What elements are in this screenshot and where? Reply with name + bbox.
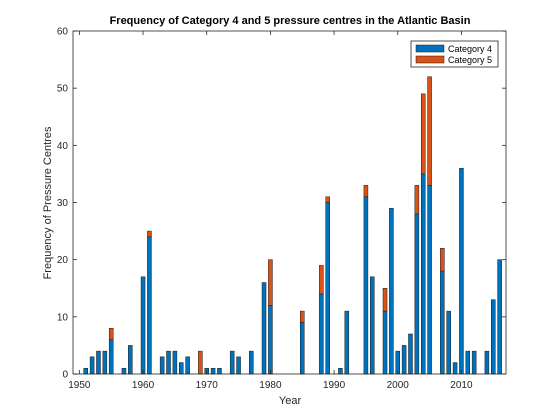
bar-cat4-2015 <box>491 299 496 375</box>
bar-cat4-2012 <box>471 350 477 375</box>
bar-cat4-2003 <box>414 213 420 375</box>
chart-title: Frequency of Category 4 and 5 pressure c… <box>110 15 471 27</box>
bar-cat4-1977 <box>249 350 254 375</box>
bar-cat4-1989 <box>325 202 330 375</box>
y-tick-label: 20 <box>57 255 69 266</box>
x-axis: 1950 1960 1970 1980 1990 2000 2010 <box>68 31 473 391</box>
bar-cat4-1951 <box>83 368 88 375</box>
y-tick-label: 60 <box>57 27 69 38</box>
bar-cat5-2007 <box>440 247 445 272</box>
y-tick-label: 50 <box>57 84 69 95</box>
bar-cat4-1960 <box>140 276 146 375</box>
bar-cat5-2005 <box>427 76 432 186</box>
bar-cat4-1991 <box>338 368 343 375</box>
bar-cat4-2001 <box>401 345 407 375</box>
bar-cat4-1966 <box>179 362 184 375</box>
bar-cat5-1969 <box>198 350 203 375</box>
bar-cat4-1999 <box>389 207 394 375</box>
bar-cat5-1995 <box>363 185 369 198</box>
y-tick-label: 30 <box>57 198 69 209</box>
bar-cat5-2003 <box>414 185 420 215</box>
y-axis-label: Frequency of Pressure Centres <box>42 126 54 279</box>
bar-cat4-2011 <box>465 350 471 375</box>
bar-cat4-2016 <box>497 259 502 375</box>
bar-cat4-2008 <box>446 310 451 375</box>
bar-cat4-1979 <box>261 282 267 375</box>
bar-cat4-1963 <box>159 356 165 375</box>
bar-cat4-1996 <box>370 276 375 375</box>
bar-cat4-1995 <box>363 196 369 375</box>
x-tick-label: 2010 <box>450 380 473 391</box>
bar-cat4-1974 <box>229 350 235 375</box>
bar-cat4-2005 <box>427 185 432 375</box>
y-tick-label: 10 <box>57 312 69 323</box>
legend-label-cat5: Category 5 <box>448 55 492 65</box>
bar-cat4-1955 <box>108 339 114 375</box>
bar-cat4-1967 <box>185 356 190 375</box>
bar-cat5-2004 <box>420 93 426 175</box>
bar-cat4-1952 <box>89 356 95 375</box>
legend-label-cat4: Category 4 <box>448 44 492 54</box>
bar-cat4-1985 <box>299 322 305 375</box>
bar-cat4-1964 <box>166 350 171 375</box>
bar-cat4-2009 <box>452 362 458 375</box>
bar-cat4-1972 <box>217 368 222 375</box>
bar-cat4-1957 <box>121 368 127 375</box>
bar-cat4-1980 <box>268 305 273 375</box>
bar-cat4-2007 <box>440 270 445 375</box>
bar-cat4-1992 <box>344 310 350 375</box>
y-tick-label: 0 <box>62 370 68 381</box>
x-tick-label: 1950 <box>68 380 91 391</box>
bar-cat5-1961 <box>147 230 152 238</box>
y-tick-label: 40 <box>57 141 69 152</box>
x-axis-label: Year <box>279 395 302 407</box>
bar-cat4-1998 <box>382 310 388 375</box>
bar-cat5-1989 <box>325 196 330 203</box>
legend-swatch-cat5 <box>415 55 445 64</box>
bar-cat5-1988 <box>319 265 324 295</box>
bar-cat4-2004 <box>420 173 426 375</box>
x-tick-label: 1960 <box>132 380 155 391</box>
bar-cat5-1985 <box>299 310 305 323</box>
x-tick-label: 2000 <box>387 380 410 391</box>
x-tick-label: 1990 <box>323 380 346 391</box>
bar-cat4-1954 <box>102 350 108 375</box>
bar-cat4-1958 <box>128 345 133 375</box>
bar-cat5-1955 <box>108 328 114 340</box>
bar-cat5-1998 <box>382 288 388 312</box>
bar-cat4-1971 <box>210 368 216 375</box>
bar-cat5-1980 <box>268 259 273 306</box>
bar-cat4-1975 <box>236 356 241 375</box>
y-axis: 0 10 20 30 40 50 60 <box>57 27 506 381</box>
bar-cat4-1953 <box>96 350 101 375</box>
bar-cat4-2002 <box>408 333 413 375</box>
bar-cat4-2014 <box>484 350 490 375</box>
bar-cat4-1988 <box>319 293 324 375</box>
bar-cat4-2010 <box>459 167 464 375</box>
bar-cat4-1961 <box>147 236 152 375</box>
bar-cat4-1965 <box>172 350 178 375</box>
x-tick-label: 1970 <box>196 380 219 391</box>
x-tick-label: 1980 <box>259 380 282 391</box>
legend-swatch-cat4 <box>415 44 445 53</box>
